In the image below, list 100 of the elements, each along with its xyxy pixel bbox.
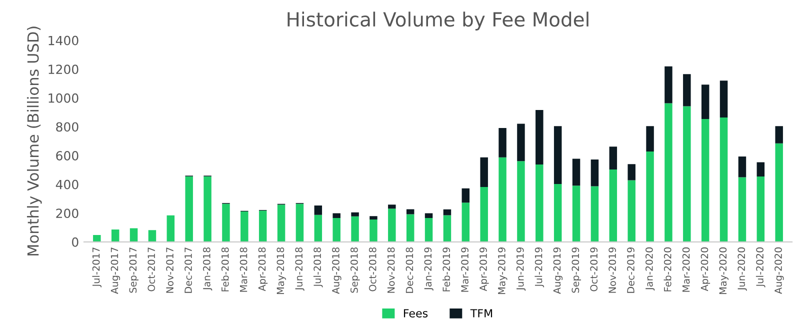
x-tick-label: Aug-2020 <box>774 247 784 294</box>
bar <box>572 158 580 186</box>
bar <box>222 204 230 242</box>
x-tick-label: May-2018 <box>276 247 286 294</box>
bar <box>111 230 120 242</box>
bar <box>590 160 599 186</box>
bar <box>462 202 470 242</box>
bar <box>554 184 562 242</box>
y-tick-label: 400 <box>56 180 78 190</box>
bar <box>775 126 783 144</box>
y-tick-label: 1000 <box>48 93 78 103</box>
bar <box>480 187 488 242</box>
x-tick-label: Nov-2018 <box>387 247 395 293</box>
bar <box>166 215 175 242</box>
chart-title: Historical Volume by Fee Model <box>288 12 588 30</box>
bar <box>443 209 452 216</box>
bar <box>646 151 654 242</box>
x-tick-label: Jul-2018 <box>313 247 323 288</box>
x-tick-label: Jan-2019 <box>424 247 434 291</box>
bar <box>332 213 340 218</box>
bar <box>148 230 156 242</box>
bar <box>738 156 746 178</box>
x-tick-label: Jul-2017 <box>92 248 102 288</box>
x-tick-label: Sep-2018 <box>350 247 360 293</box>
bar <box>314 214 322 242</box>
x-tick-label: Apr-2018 <box>258 247 268 292</box>
x-tick-label: May-2020 <box>719 247 728 294</box>
x-tick-label: Feb-2020 <box>664 247 672 292</box>
bar <box>590 186 599 242</box>
y-tick-label: 600 <box>56 150 78 160</box>
legend-label: Fees <box>404 309 428 318</box>
bar <box>351 216 359 242</box>
legend-label: TFM <box>470 309 492 318</box>
x-tick-label: Dec-2018 <box>406 247 414 293</box>
bar <box>388 208 396 242</box>
bar <box>498 128 506 158</box>
x-tick-label: Oct-2019 <box>590 247 598 292</box>
x-tick-label: Jan-2020 <box>646 247 655 291</box>
x-tick-label: Jun-2019 <box>516 247 526 291</box>
bar <box>517 161 525 242</box>
bar <box>720 80 728 118</box>
bar <box>332 218 340 242</box>
bar <box>701 118 710 242</box>
x-tick-label: Jun-2020 <box>738 247 747 291</box>
bar <box>664 103 672 242</box>
bar <box>370 216 378 220</box>
x-tick-label: Jan-2018 <box>203 247 212 291</box>
x-tick-label: Dec-2017 <box>184 248 192 293</box>
y-tick-label: 1400 <box>48 36 78 46</box>
bar <box>756 176 765 242</box>
y-tick-label: 1200 <box>48 64 78 74</box>
x-tick-label: Jul-2019 <box>534 247 544 288</box>
x-tick-label: Aug-2017 <box>110 248 120 294</box>
bar <box>480 157 488 188</box>
bar <box>296 204 304 242</box>
x-tick-label: May-2019 <box>498 247 508 294</box>
bar <box>775 143 783 242</box>
bar <box>204 176 212 242</box>
bar <box>664 66 672 104</box>
x-tick-label: Mar-2019 <box>461 247 468 292</box>
bar <box>554 126 562 184</box>
bar <box>258 210 267 242</box>
bar <box>351 212 359 216</box>
y-axis-title: Monthly Volume (Billions USD) <box>26 26 42 256</box>
bar <box>536 164 544 242</box>
bar <box>756 162 765 177</box>
bar <box>628 180 636 242</box>
y-tick-label: 0 <box>72 237 78 247</box>
bar <box>609 169 618 242</box>
bar <box>462 188 470 203</box>
bar <box>517 124 525 162</box>
x-tick-label: Mar-2018 <box>240 247 248 292</box>
x-tick-label: Oct-2017 <box>148 248 156 292</box>
x-tick-label: Aug-2018 <box>332 247 342 294</box>
bar <box>720 118 728 242</box>
bar <box>628 164 636 180</box>
x-tick-label: Oct-2018 <box>368 247 376 292</box>
bar <box>370 219 378 242</box>
x-tick-label: Jul-2020 <box>756 247 766 288</box>
x-tick-label: Apr-2020 <box>700 247 710 292</box>
bar <box>498 157 506 242</box>
x-tick-label: Mar-2020 <box>682 247 690 292</box>
bar <box>609 146 618 170</box>
bar <box>424 213 433 218</box>
bar <box>314 205 322 215</box>
bar <box>240 212 248 242</box>
x-tick-label: Apr-2019 <box>480 247 489 292</box>
bar <box>406 209 414 214</box>
bar <box>93 235 101 242</box>
bar <box>572 186 580 242</box>
bar <box>683 74 691 106</box>
x-tick-label: Nov-2019 <box>608 247 616 293</box>
bar <box>536 110 544 164</box>
x-tick-label: Aug-2019 <box>553 247 563 294</box>
bar <box>646 126 654 152</box>
x-tick-label: Sep-2019 <box>572 247 581 293</box>
x-tick-label: Jun-2018 <box>295 247 304 291</box>
bar <box>388 204 396 209</box>
bar <box>443 215 452 242</box>
bar <box>683 106 691 242</box>
